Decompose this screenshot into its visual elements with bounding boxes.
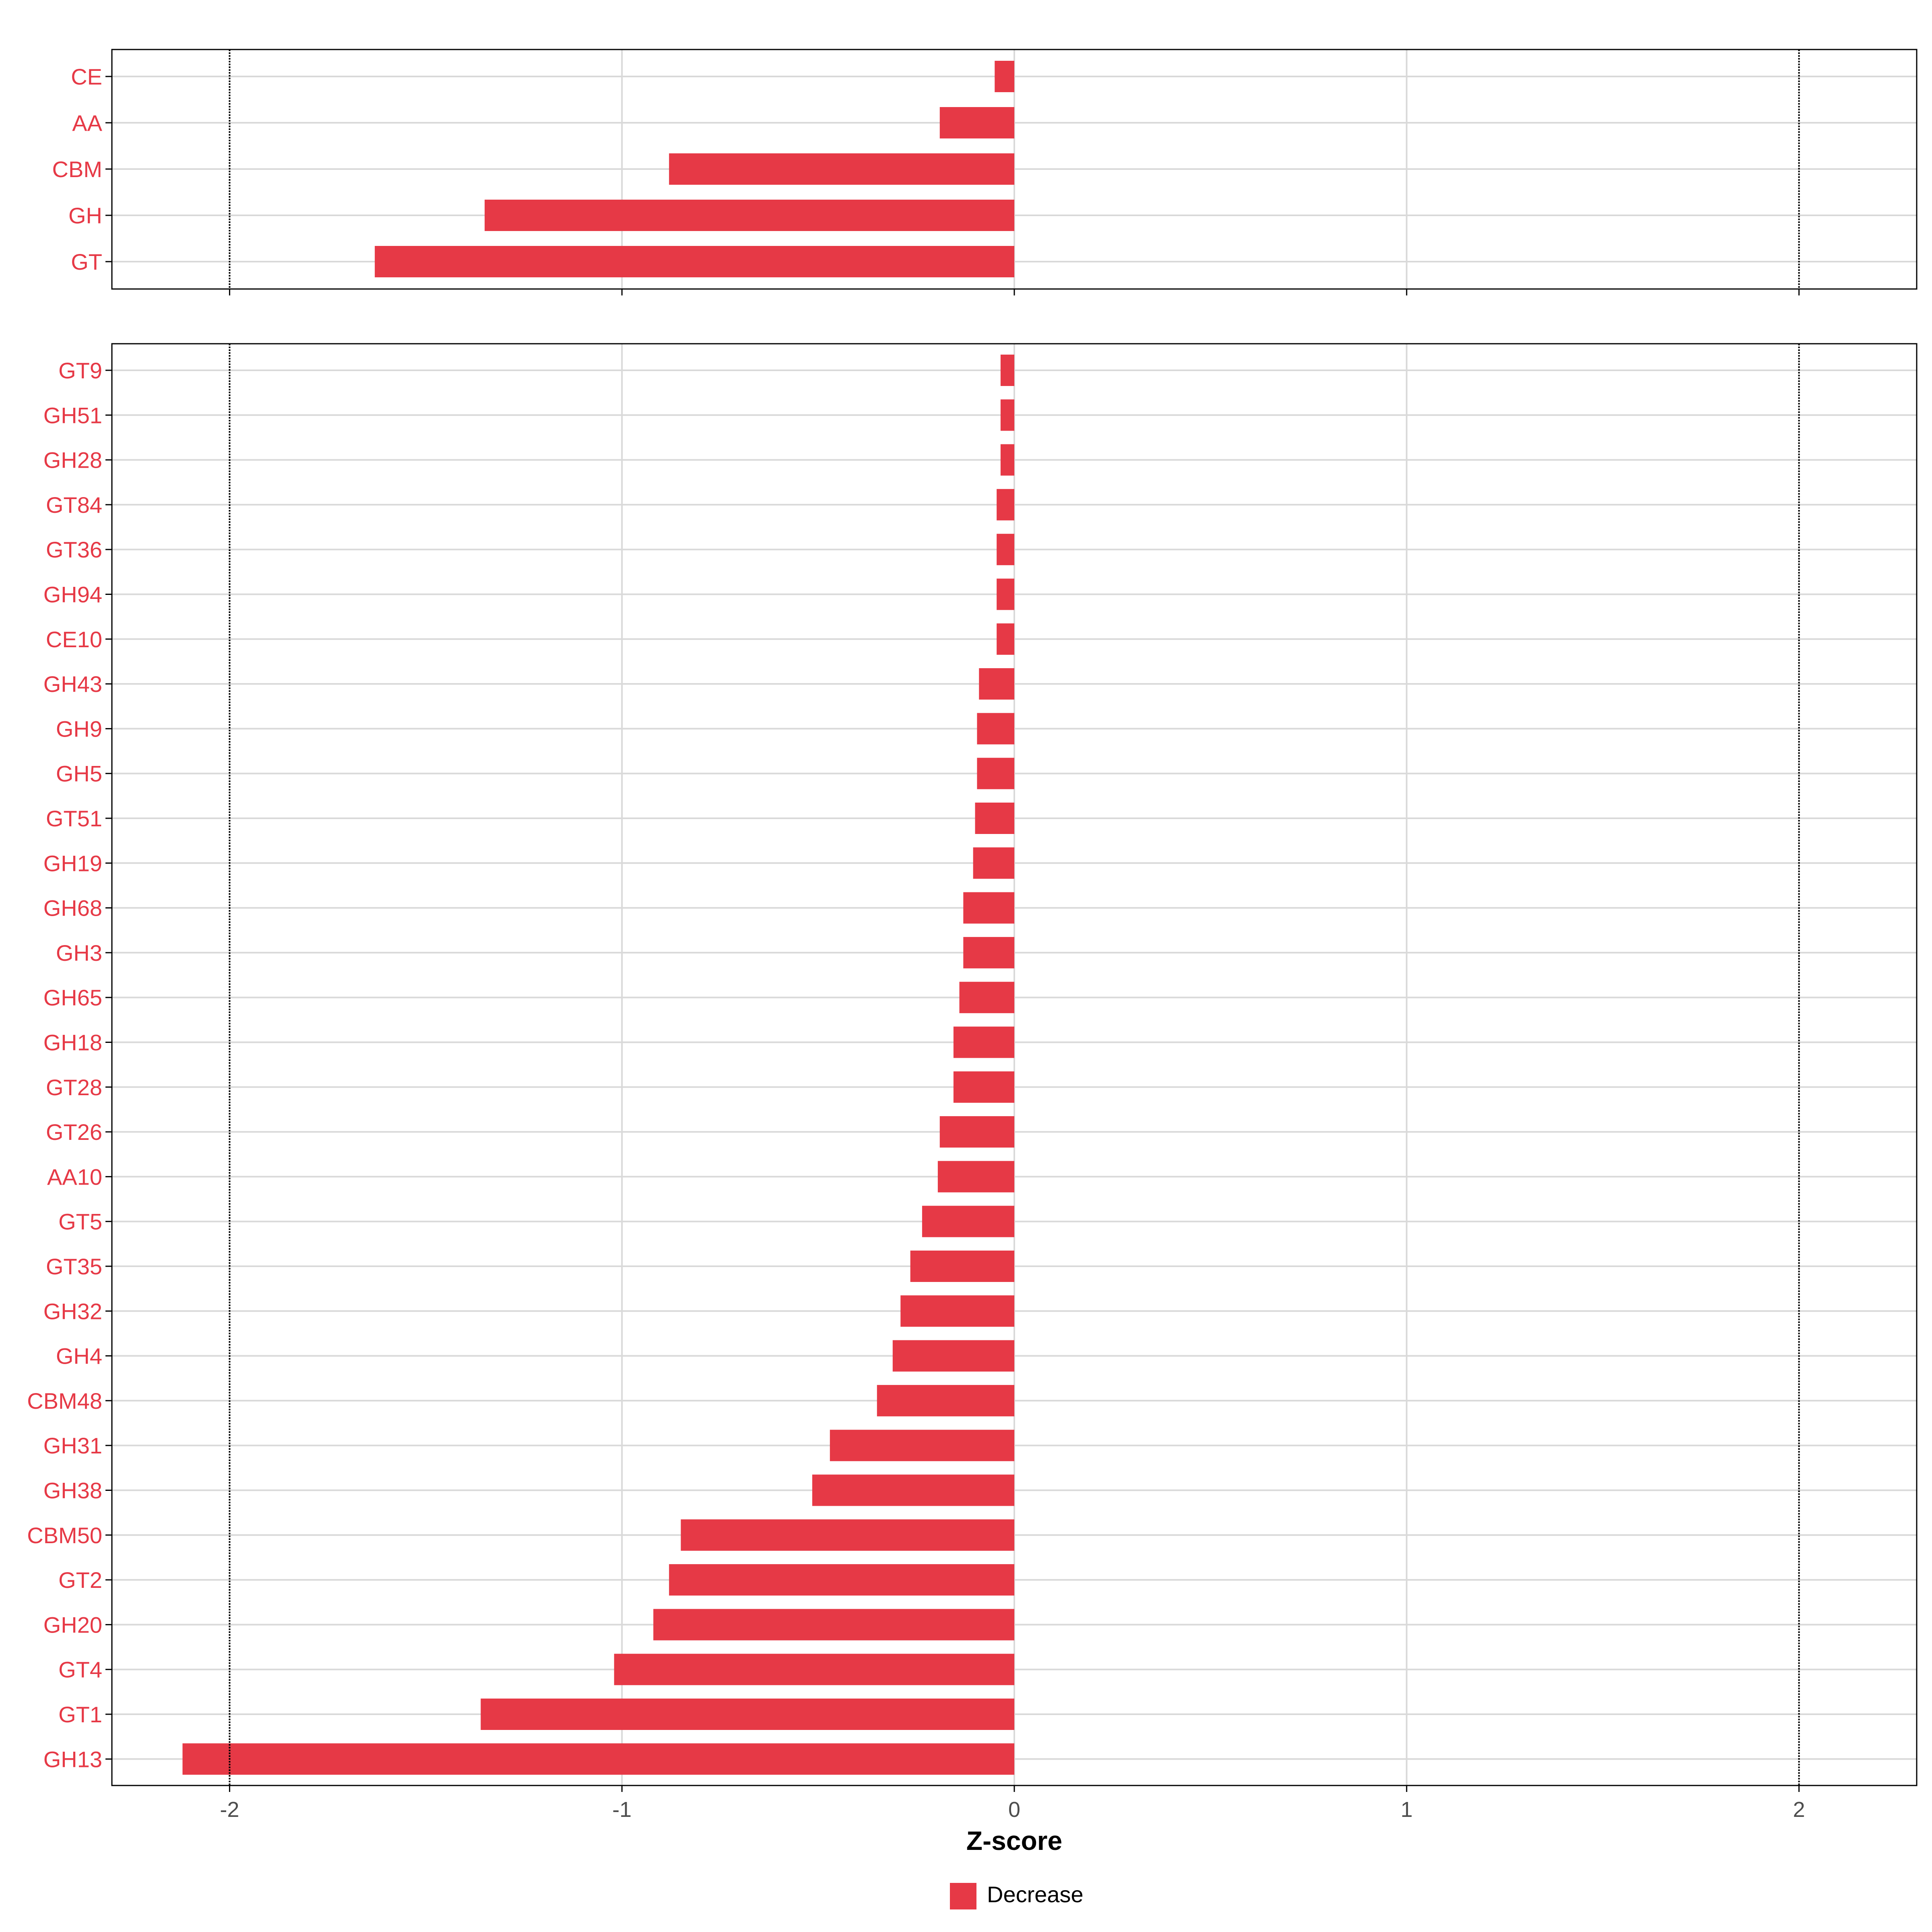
bar-gh28 <box>1000 444 1014 476</box>
y-tick-label: GT4 <box>58 1657 102 1682</box>
x-axis-title: Z-score <box>966 1826 1062 1856</box>
y-tick-label: GT26 <box>46 1119 102 1145</box>
y-tick-label: AA10 <box>47 1164 102 1189</box>
bar-gh51 <box>1000 399 1014 431</box>
bar-gh19 <box>973 847 1014 879</box>
bar-gt4 <box>614 1653 1014 1685</box>
y-tick-label: GT2 <box>58 1567 102 1593</box>
y-tick-label: GH19 <box>43 850 102 876</box>
y-tick-label: GH9 <box>56 716 102 741</box>
y-tick-label: GH20 <box>43 1612 102 1637</box>
bar-aa <box>939 107 1014 138</box>
x-tick-label: 2 <box>1793 1798 1805 1822</box>
y-tick-label: GH51 <box>43 402 102 428</box>
bar-gh43 <box>979 668 1014 700</box>
y-tick-label: GH43 <box>43 671 102 697</box>
bar-gh3 <box>963 937 1014 968</box>
bar-gt35 <box>910 1251 1014 1282</box>
bar-ce <box>995 61 1014 92</box>
bar-gt26 <box>939 1116 1014 1148</box>
y-tick-label: CBM48 <box>27 1388 102 1414</box>
bar-gt9 <box>1000 355 1014 386</box>
y-tick-label: GH68 <box>43 896 102 921</box>
bar-gt5 <box>922 1205 1014 1237</box>
bar-gh9 <box>977 713 1014 745</box>
x-tick-label: -1 <box>612 1798 632 1822</box>
x-tick-label: 0 <box>1008 1798 1020 1822</box>
legend: Decrease <box>950 1882 1084 1909</box>
bar-gt36 <box>997 534 1014 566</box>
bar-ce10 <box>997 623 1014 655</box>
bar-gh31 <box>830 1430 1014 1461</box>
y-tick-label: GH18 <box>43 1030 102 1055</box>
bar-gt28 <box>953 1071 1014 1103</box>
y-tick-label: GT5 <box>58 1209 102 1234</box>
y-tick-label: GH38 <box>43 1478 102 1503</box>
chart-panels: CE AA CBM GH GT GT9 GH51 GH28 GT84 GT36 GH94 CE10 GH… <box>27 49 1918 1792</box>
x-tick-label: 1 <box>1401 1798 1413 1822</box>
y-tick-label: GT28 <box>46 1075 102 1100</box>
y-tick-label: GT9 <box>58 358 102 383</box>
bar-gh13 <box>182 1743 1014 1775</box>
y-tick-label: GH65 <box>43 985 102 1010</box>
bar-gh18 <box>953 1026 1014 1058</box>
y-tick-label: GH5 <box>56 761 102 786</box>
y-tick-label: GH94 <box>43 582 102 607</box>
bar-gh38 <box>812 1474 1014 1506</box>
legend-swatch-decrease <box>950 1883 976 1909</box>
bar-gh20 <box>653 1609 1014 1641</box>
y-tick-label: GH <box>68 203 102 228</box>
y-tick-label: GH4 <box>56 1344 102 1369</box>
bar-gh94 <box>997 578 1014 610</box>
bar-gt51 <box>975 803 1014 834</box>
bar-gt <box>375 246 1014 277</box>
bar-gh32 <box>900 1295 1014 1327</box>
y-tick-label: GT1 <box>58 1702 102 1727</box>
bar-gh <box>485 200 1014 231</box>
y-tick-label: GT36 <box>46 537 102 562</box>
y-tick-label: CBM <box>52 157 102 182</box>
y-tick-label: CBM50 <box>27 1523 102 1548</box>
bar-gt2 <box>669 1564 1014 1596</box>
x-axis: -2 -1 0 1 2 <box>220 1798 1805 1822</box>
bar-gh65 <box>959 982 1014 1013</box>
bar-gh4 <box>892 1340 1014 1372</box>
y-tick-label: GT84 <box>46 492 102 518</box>
panel-top: CE AA CBM GH GT <box>52 49 1918 295</box>
y-tick-label: GH28 <box>43 448 102 473</box>
y-tick-label: GH13 <box>43 1746 102 1772</box>
panel-bottom: GT9 GH51 GH28 GT84 GT36 GH94 CE10 GH43 GH9 GH5 GT5… <box>27 343 1918 1792</box>
bar-gt84 <box>997 489 1014 520</box>
y-tick-label: GH3 <box>56 940 102 966</box>
y-tick-label: GH31 <box>43 1433 102 1458</box>
bar-cbm <box>669 153 1014 185</box>
y-tick-label: GT35 <box>46 1254 102 1279</box>
bar-gh68 <box>963 892 1014 924</box>
y-tick-label: GT <box>71 249 102 275</box>
x-tick-label: -2 <box>220 1798 239 1822</box>
y-tick-label: AA <box>72 110 102 136</box>
y-tick-label: GT51 <box>46 806 102 831</box>
y-tick-label: GH32 <box>43 1298 102 1324</box>
y-tick-label: CE10 <box>46 627 102 652</box>
bar-gh5 <box>977 758 1014 789</box>
bar-gt1 <box>481 1699 1014 1730</box>
bar-aa10 <box>937 1161 1014 1193</box>
bar-cbm50 <box>681 1519 1014 1551</box>
bar-cbm48 <box>877 1385 1014 1416</box>
y-tick-label: CE <box>71 64 102 89</box>
legend-label-decrease: Decrease <box>987 1882 1084 1907</box>
